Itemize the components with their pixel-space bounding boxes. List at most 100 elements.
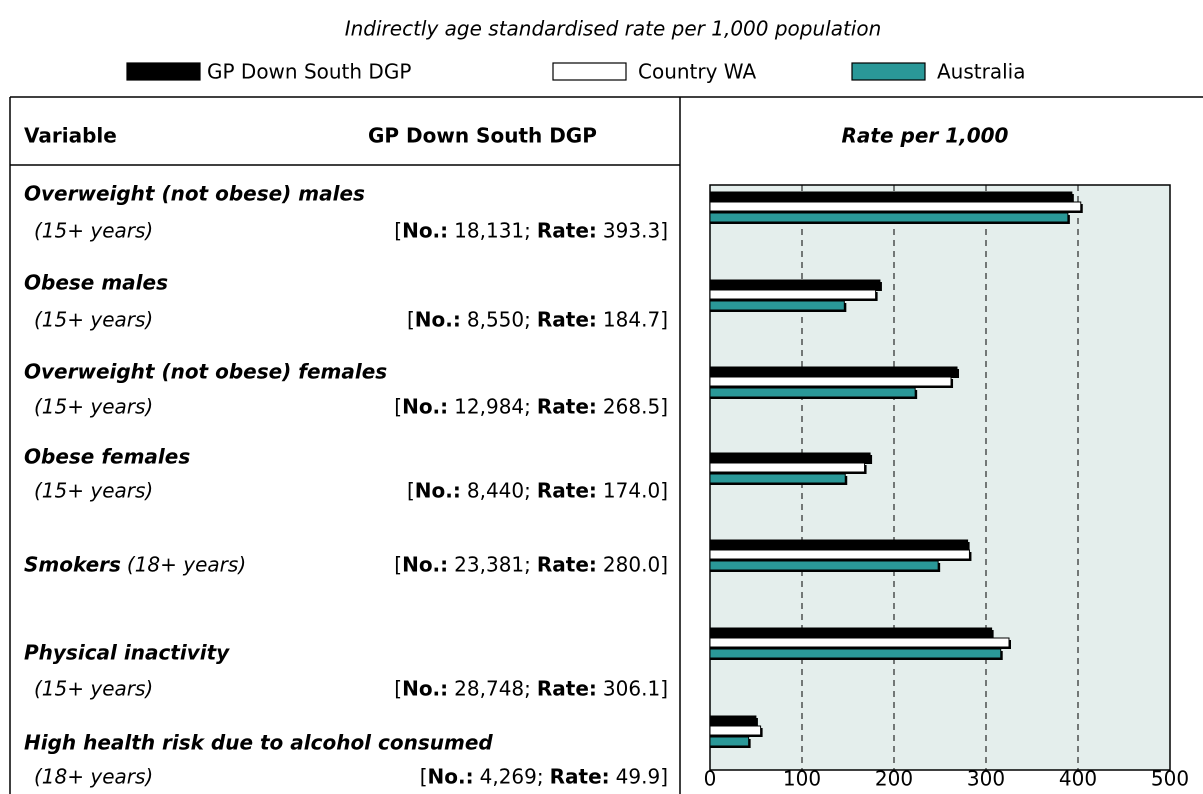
detail: [No.: 12,984; Rate: 268.5] — [394, 395, 668, 419]
detail-punct: ] — [660, 479, 668, 503]
bar — [709, 725, 762, 736]
detail-punct: [ — [394, 677, 402, 701]
detail-punct: [ — [394, 219, 402, 243]
detail-punct: ; — [524, 395, 531, 419]
rate-label: Rate: — [537, 479, 597, 503]
bar — [709, 549, 970, 560]
bar — [709, 191, 1073, 202]
variable-age: (15+ years) — [34, 677, 153, 701]
detail-punct: ] — [660, 677, 668, 701]
legend-swatch — [552, 62, 627, 81]
detail-punct: ] — [660, 395, 668, 419]
x-tick-label: 0 — [704, 767, 717, 791]
no-label: No.: — [428, 765, 474, 789]
detail: [No.: 8,440; Rate: 174.0] — [407, 479, 668, 503]
count: 18,131 — [454, 219, 524, 243]
detail-punct: ; — [524, 479, 531, 503]
header-variable: Variable — [24, 124, 117, 148]
count: 8,550 — [467, 308, 524, 332]
detail-punct: ] — [660, 765, 668, 789]
variable-name: Smokers — [24, 553, 121, 577]
rate-value: 174.0 — [603, 479, 660, 503]
bar — [709, 736, 750, 747]
detail-punct: ; — [524, 677, 531, 701]
rate-label: Rate: — [537, 553, 597, 577]
rate-value: 393.3 — [603, 219, 660, 243]
bar — [709, 201, 1082, 212]
count: 28,748 — [454, 677, 524, 701]
x-tick-label: 300 — [967, 767, 1005, 791]
no-label: No.: — [402, 395, 448, 419]
detail: [No.: 4,269; Rate: 49.9] — [420, 765, 668, 789]
count: 8,440 — [467, 479, 524, 503]
bar — [709, 376, 952, 387]
bar — [709, 452, 871, 463]
bar — [709, 366, 958, 377]
detail-punct: [ — [407, 479, 415, 503]
rate-value: 184.7 — [603, 308, 660, 332]
bar — [709, 387, 916, 398]
bar — [709, 473, 846, 484]
variable-age: (15+ years) — [34, 308, 153, 332]
bar — [709, 648, 1002, 659]
x-tick-label: 400 — [1059, 767, 1097, 791]
variable-name: High health risk due to alcohol consumed — [24, 731, 493, 755]
bar — [709, 289, 877, 300]
detail-punct: ; — [537, 765, 544, 789]
bar — [709, 300, 845, 311]
detail: [No.: 18,131; Rate: 393.3] — [394, 219, 668, 243]
bar — [709, 637, 1010, 648]
rate-value: 268.5 — [603, 395, 660, 419]
rate-label: Rate: — [537, 308, 597, 332]
no-label: No.: — [415, 308, 461, 332]
rate-value: 306.1 — [603, 677, 660, 701]
detail-punct: ; — [524, 308, 531, 332]
variable-name: Physical inactivity — [24, 641, 230, 665]
variable-age: (15+ years) — [34, 219, 153, 243]
legend-label: Australia — [937, 60, 1025, 84]
rate-label: Rate: — [537, 219, 597, 243]
detail: [No.: 23,381; Rate: 280.0] — [394, 553, 668, 577]
detail-punct: ] — [660, 219, 668, 243]
bar — [709, 715, 757, 726]
legend-label: GP Down South DGP — [207, 60, 411, 84]
header-rate: Rate per 1,000 — [842, 124, 1009, 148]
detail-punct: [ — [420, 765, 428, 789]
detail-punct: [ — [394, 395, 402, 419]
bar — [709, 627, 993, 638]
variable-name: Obese males — [24, 271, 168, 295]
count: 12,984 — [454, 395, 524, 419]
variable-age: (18+ years) — [127, 553, 246, 577]
count: 4,269 — [480, 765, 537, 789]
detail: [No.: 28,748; Rate: 306.1] — [394, 677, 668, 701]
x-tick-label: 100 — [783, 767, 821, 791]
rate-label: Rate: — [537, 395, 597, 419]
variable-name: Obese females — [24, 445, 190, 469]
legend-swatch — [851, 62, 926, 81]
detail-punct: ] — [660, 553, 668, 577]
header-area: GP Down South DGP — [368, 124, 597, 148]
rate-label: Rate: — [550, 765, 610, 789]
rate-value: 280.0 — [603, 553, 660, 577]
rate-label: Rate: — [537, 677, 597, 701]
no-label: No.: — [415, 479, 461, 503]
bar — [709, 212, 1069, 223]
legend-label: Country WA — [638, 60, 756, 84]
variable-age: (18+ years) — [34, 765, 153, 789]
legend-swatch — [126, 62, 201, 81]
detail-punct: ; — [524, 219, 531, 243]
detail-punct: [ — [407, 308, 415, 332]
no-label: No.: — [402, 553, 448, 577]
bar — [709, 539, 969, 550]
variable-age: (15+ years) — [34, 479, 153, 503]
bar — [709, 560, 939, 571]
variable-name: Overweight (not obese) males — [24, 182, 365, 206]
no-label: No.: — [402, 219, 448, 243]
detail-punct: [ — [394, 553, 402, 577]
detail: [No.: 8,550; Rate: 184.7] — [407, 308, 668, 332]
bar — [709, 462, 866, 473]
x-tick-label: 200 — [875, 767, 913, 791]
chart-title: Indirectly age standardised rate per 1,0… — [345, 17, 882, 41]
no-label: No.: — [402, 677, 448, 701]
